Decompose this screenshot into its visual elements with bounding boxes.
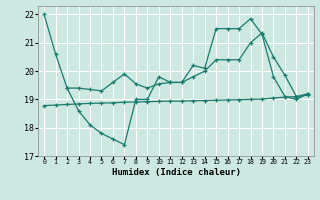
X-axis label: Humidex (Indice chaleur): Humidex (Indice chaleur) xyxy=(111,168,241,177)
